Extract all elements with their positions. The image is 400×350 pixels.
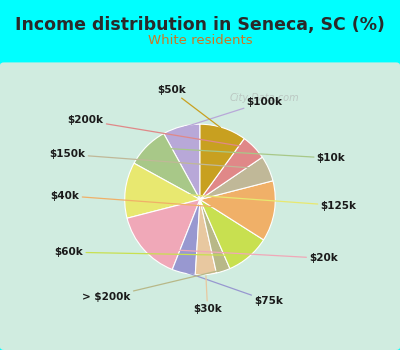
Wedge shape bbox=[200, 199, 230, 273]
Wedge shape bbox=[200, 199, 264, 268]
FancyBboxPatch shape bbox=[0, 62, 400, 350]
Text: $50k: $50k bbox=[157, 85, 220, 128]
Text: $20k: $20k bbox=[148, 248, 338, 263]
Wedge shape bbox=[200, 181, 275, 240]
Text: $30k: $30k bbox=[193, 276, 222, 314]
Wedge shape bbox=[164, 124, 200, 200]
Wedge shape bbox=[125, 163, 200, 218]
Text: White residents: White residents bbox=[148, 34, 252, 47]
Wedge shape bbox=[172, 199, 200, 275]
Text: Income distribution in Seneca, SC (%): Income distribution in Seneca, SC (%) bbox=[15, 16, 385, 34]
Text: > $200k: > $200k bbox=[82, 270, 220, 302]
Text: $200k: $200k bbox=[68, 116, 250, 148]
Wedge shape bbox=[127, 199, 200, 270]
Wedge shape bbox=[200, 124, 244, 200]
Text: $40k: $40k bbox=[51, 191, 270, 211]
Wedge shape bbox=[200, 157, 273, 200]
Text: City-Data.com: City-Data.com bbox=[229, 93, 299, 103]
Wedge shape bbox=[134, 133, 200, 199]
Text: $150k: $150k bbox=[50, 149, 264, 169]
Wedge shape bbox=[195, 199, 216, 275]
Text: $60k: $60k bbox=[54, 247, 245, 257]
Text: $100k: $100k bbox=[184, 97, 283, 127]
Text: $125k: $125k bbox=[130, 190, 356, 210]
Wedge shape bbox=[200, 139, 262, 199]
Text: $10k: $10k bbox=[150, 147, 346, 163]
Text: $75k: $75k bbox=[186, 272, 283, 306]
